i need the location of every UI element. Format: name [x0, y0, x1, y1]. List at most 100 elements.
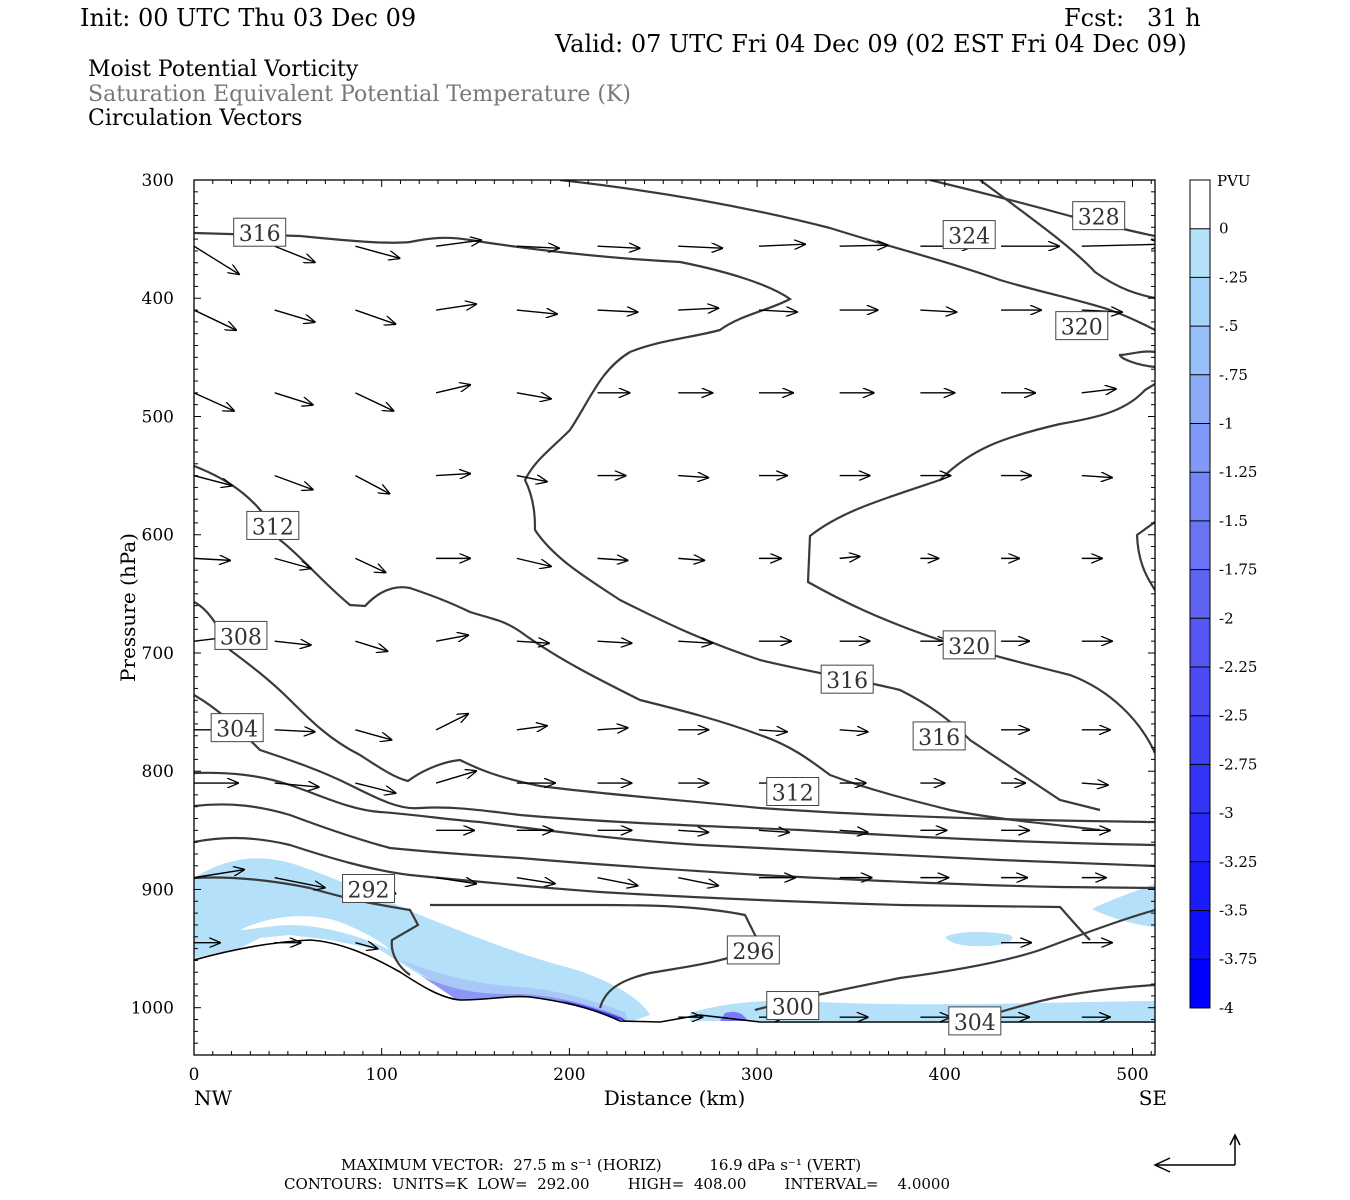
init-time: Init: 00 UTC Thu 03 Dec 09 — [80, 4, 417, 32]
circulation-vector — [678, 476, 708, 478]
circulation-vector — [274, 392, 313, 405]
colorbar-swatch — [1190, 667, 1210, 716]
circulation-vector — [436, 876, 476, 884]
contour-label-box — [726, 935, 780, 965]
contour-312-upper — [194, 464, 1101, 832]
contour-label: 304 — [954, 1011, 996, 1036]
colorbar-swatch — [1190, 180, 1210, 229]
circulation-vector — [355, 474, 389, 494]
contour-label: 300 — [772, 996, 814, 1021]
colorbar-swatch — [1190, 520, 1210, 570]
colorbar-label: 0 — [1219, 220, 1229, 238]
contour-label-box — [1072, 201, 1126, 231]
circulation-vector — [678, 830, 708, 832]
colorbar-swatch — [1190, 228, 1210, 278]
contour-296 — [430, 903, 762, 1009]
circulation-vector — [274, 557, 311, 568]
colorbar-swatch — [1190, 715, 1210, 765]
y-tick-label: 800 — [142, 762, 174, 782]
contour-label: 316 — [918, 726, 960, 751]
circulation-vector — [435, 385, 470, 394]
circulation-vector — [597, 641, 632, 643]
circulation-vector — [355, 392, 393, 411]
colorbar-label: -4 — [1219, 999, 1234, 1017]
circulation-vector — [920, 310, 956, 312]
contour-label-box — [233, 217, 287, 247]
circulation-vector — [355, 640, 387, 651]
circulation-vector — [516, 726, 547, 730]
circulation-vector — [1081, 476, 1112, 478]
circulation-vector — [194, 392, 234, 411]
circulation-vector — [516, 393, 551, 399]
circulation-vector — [355, 782, 395, 793]
circulation-vector — [516, 476, 547, 482]
colorbar-swatch — [1190, 472, 1210, 521]
contour-right-edge — [1135, 521, 1155, 591]
contour-label-box — [820, 664, 874, 694]
circulation-vector — [435, 771, 476, 784]
field-title-vectors: Circulation Vectors — [88, 106, 303, 131]
y-tick-label: 400 — [142, 289, 174, 309]
circulation-vector — [758, 310, 797, 312]
contour-label: 320 — [1061, 316, 1103, 341]
circulation-vector — [597, 728, 628, 730]
contour-300 — [754, 908, 1155, 1012]
circulation-vector — [516, 557, 551, 566]
circulation-vector — [274, 309, 315, 322]
contour-label: 312 — [252, 515, 294, 540]
circulation-vector — [678, 641, 712, 643]
contour-label-box — [948, 1006, 1002, 1036]
colorbar-swatch — [1190, 374, 1210, 424]
x-tick-label: 300 — [741, 1065, 773, 1085]
contour-304-lower — [999, 983, 1155, 1014]
circulation-vector — [597, 876, 638, 886]
contour-label-box — [766, 991, 820, 1021]
colorbar-label: -.5 — [1219, 317, 1238, 335]
mpv-shade-surface — [690, 1000, 1155, 1021]
contour-324 — [559, 180, 1155, 331]
contour-300-upper — [194, 771, 1155, 868]
circulation-vector — [436, 240, 481, 247]
colorbar-label: -3.25 — [1219, 853, 1257, 871]
axes: 0 100 200 300 400 500 300 400 500 600 700 800 900 100… — [116, 171, 1167, 1110]
colorbar-swatch — [1190, 277, 1210, 327]
colorbar-swatch — [1190, 569, 1210, 619]
colorbar-label: -1.75 — [1219, 561, 1257, 579]
terrain-mask — [194, 940, 1155, 1055]
circulation-vector — [274, 474, 313, 490]
x-tick-label: 500 — [1116, 1065, 1148, 1085]
contour-304 — [194, 694, 1155, 847]
theta-e-contours — [194, 180, 1155, 1023]
mpv-white-streak — [240, 916, 390, 950]
circulation-vector — [839, 556, 860, 558]
circulation-vector — [194, 558, 230, 560]
colorbar-swatch — [1190, 813, 1210, 862]
circulation-vector — [435, 635, 468, 641]
contour-label-box — [246, 510, 300, 540]
contour-292-upper — [194, 836, 1091, 941]
contour-labels: 316 324 328 320 312 308 320 316 316 304 312 292 296 3… — [210, 201, 1126, 1036]
field-title-thetae: Saturation Equivalent Potential Temperat… — [88, 82, 631, 107]
circulation-vector — [194, 309, 236, 330]
circulation-vector — [758, 244, 805, 246]
contour-label: 320 — [948, 635, 990, 660]
circulation-vector — [597, 558, 628, 560]
circulation-vector — [678, 246, 722, 248]
x-tick-label: 100 — [365, 1065, 397, 1085]
mpv-shading — [194, 858, 1155, 1055]
y-tick-label: 700 — [142, 644, 174, 664]
colorbar-label: -2 — [1219, 609, 1234, 627]
colorbar-label: -2.25 — [1219, 658, 1257, 676]
colorbar-label: -.25 — [1219, 268, 1248, 286]
circulation-vector — [274, 730, 315, 732]
contour-label-box — [766, 777, 820, 806]
circulation-vector — [1081, 783, 1108, 785]
colorbar-label: -3.5 — [1219, 902, 1248, 920]
contour-label-box — [342, 873, 396, 903]
x-tick-label: 200 — [553, 1065, 585, 1085]
y-tick-label: 600 — [142, 526, 174, 546]
circulation-vector — [274, 876, 325, 888]
contour-label: 308 — [220, 625, 262, 650]
field-title-mpv: Moist Potential Vorticity — [88, 57, 359, 82]
